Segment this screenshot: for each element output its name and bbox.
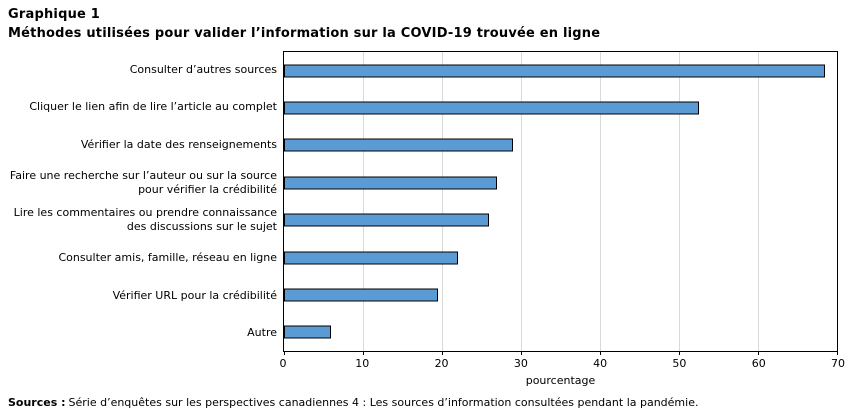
x-tick-label: 20 — [434, 357, 449, 370]
x-tick-label: 40 — [593, 357, 608, 370]
x-tick-mark — [600, 351, 601, 355]
bar-4 — [284, 176, 498, 190]
chart-title-line1: Graphique 1 — [8, 7, 101, 22]
gridline — [363, 52, 364, 351]
bar-6 — [284, 251, 458, 265]
source-note-label: Sources : — [8, 396, 66, 409]
category-label-8: Autre — [247, 326, 277, 340]
x-tick-label: 30 — [513, 357, 528, 370]
x-axis-label: pourcentage — [525, 374, 596, 387]
gridline — [442, 52, 443, 351]
plot-area — [283, 51, 838, 355]
gridline — [521, 52, 522, 351]
x-tick-label: 50 — [672, 357, 687, 370]
bar-7 — [284, 288, 439, 302]
gridline — [679, 52, 680, 351]
x-tick-label: 70 — [831, 357, 845, 370]
x-tick-label: 60 — [751, 357, 766, 370]
gridline — [758, 52, 759, 351]
x-tick-mark — [758, 351, 759, 355]
x-tick-label: 0 — [279, 357, 287, 370]
x-tick-mark — [442, 351, 443, 355]
bar-1 — [284, 64, 826, 78]
category-label-3: Vérifier la date des renseignements — [80, 138, 277, 152]
category-label-4: Faire une recherche sur l’auteur ou sur … — [9, 168, 277, 196]
x-tick-mark — [363, 351, 364, 355]
x-tick-mark — [521, 351, 522, 355]
x-tick-mark — [679, 351, 680, 355]
category-label-1: Consulter d’autres sources — [129, 62, 277, 76]
bar-8 — [284, 325, 332, 339]
chart-title-line2: Méthodes utilisées pour valider l’inform… — [8, 26, 601, 41]
gridline — [600, 52, 601, 351]
category-label-7: Vérifier URL pour la crédibilité — [112, 288, 277, 302]
bar-5 — [284, 213, 490, 227]
chart-title: Graphique 1 Méthodes utilisées pour vali… — [8, 5, 600, 43]
category-label-5: Lire les commentaires ou prendre connais… — [13, 206, 277, 234]
category-label-2: Cliquer le lien afin de lire l’article a… — [29, 100, 277, 114]
source-note: Sources : Série d’enquêtes sur les perspe… — [8, 396, 848, 409]
x-tick-label: 10 — [355, 357, 370, 370]
x-tick-mark — [284, 351, 285, 355]
bar-2 — [284, 101, 699, 115]
category-label-6: Consulter amis, famille, réseau en ligne — [58, 250, 277, 264]
source-note-text: Série d’enquêtes sur les perspectives ca… — [68, 396, 699, 409]
bar-3 — [284, 138, 514, 152]
x-tick-mark — [837, 351, 838, 355]
x-tick-labels: 0 10 20 30 40 50 60 70 — [279, 357, 846, 371]
category-labels: Consulter d’autres sources Cliquer le lie… — [0, 51, 277, 352]
